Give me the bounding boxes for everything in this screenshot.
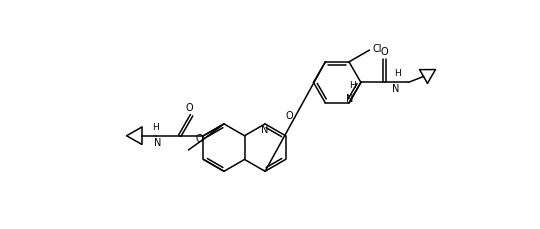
Text: H: H bbox=[152, 123, 158, 132]
Text: H: H bbox=[394, 69, 401, 79]
Text: O: O bbox=[286, 111, 293, 121]
Text: N: N bbox=[346, 94, 354, 104]
Text: O: O bbox=[195, 134, 203, 144]
Text: N: N bbox=[261, 125, 269, 135]
Text: O: O bbox=[381, 47, 388, 57]
Text: H: H bbox=[349, 81, 356, 90]
Text: N: N bbox=[392, 84, 399, 94]
Text: O: O bbox=[186, 103, 193, 113]
Text: Cl: Cl bbox=[373, 44, 382, 54]
Text: N: N bbox=[154, 138, 161, 148]
